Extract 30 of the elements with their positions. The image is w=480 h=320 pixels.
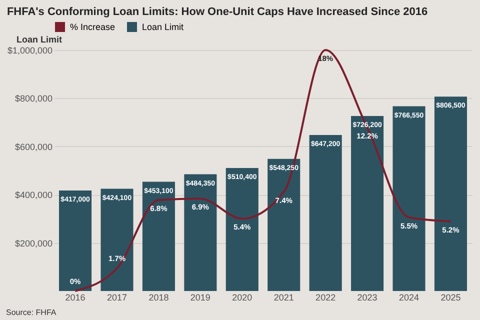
x-tick-label: 2020: [232, 292, 252, 302]
bar: [434, 96, 467, 291]
y-axis-title: Loan Limit: [16, 34, 62, 44]
x-tick-label: 2024: [398, 292, 420, 302]
bar: [184, 174, 217, 291]
x-tick-label: 2023: [357, 292, 378, 302]
chart-title: FHFA's Conforming Loan Limits: How One-Unit Caps Have Increased Since 2016: [6, 6, 428, 18]
y-tick-label: $600,000: [14, 142, 52, 152]
bar: [392, 106, 426, 291]
x-tick-label: 2016: [65, 292, 86, 302]
bar: [309, 135, 342, 291]
bar: [100, 188, 134, 291]
x-tick-label: 2025: [440, 292, 461, 302]
bar: [142, 182, 175, 291]
legend-label: % Increase: [70, 22, 116, 32]
bar: [226, 168, 258, 291]
x-tick-label: 2021: [274, 292, 294, 302]
bar: [351, 116, 384, 291]
y-tick-label: $800,000: [14, 94, 52, 104]
y-tick-label: $200,000: [14, 238, 52, 248]
legend-label: Loan Limit: [142, 22, 184, 32]
y-tick-label: $1,000,000: [7, 46, 52, 56]
x-tick-label: 2017: [106, 292, 128, 302]
x-tick-label: 2022: [316, 292, 336, 302]
x-tick-label: 2018: [148, 292, 169, 302]
bar: [59, 190, 92, 291]
x-tick-label: 2019: [190, 292, 210, 302]
source-note: Source: FHFA: [6, 308, 56, 317]
y-tick-label: $400,000: [14, 190, 52, 200]
bar: [268, 158, 300, 291]
